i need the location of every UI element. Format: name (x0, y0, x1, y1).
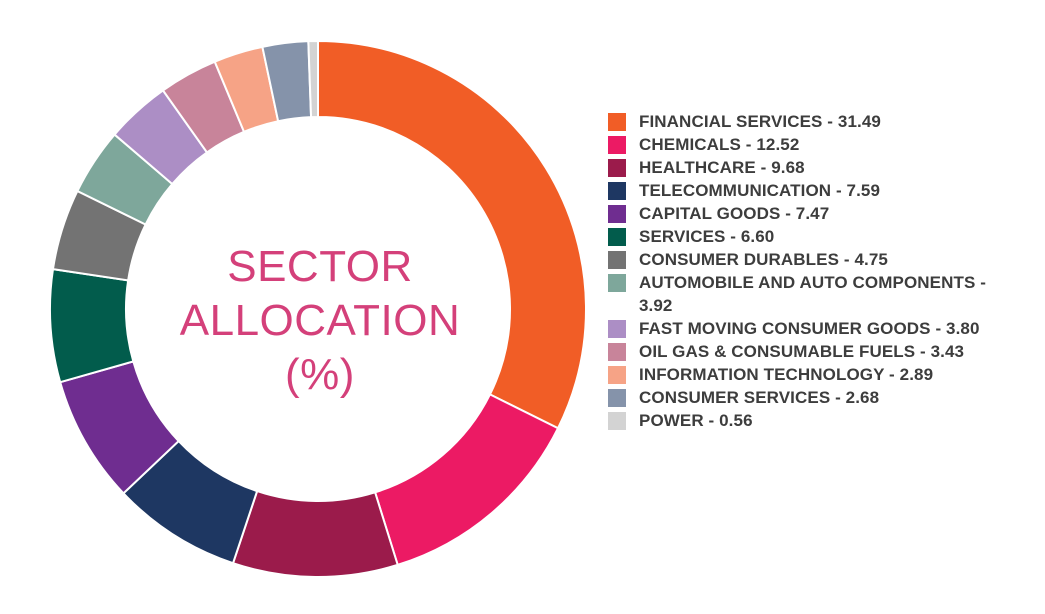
chart-title-line-2: ALLOCATION (179, 296, 461, 345)
legend-label: CAPITAL GOODS - 7.47 (639, 204, 830, 223)
legend-label: CHEMICALS - 12.52 (639, 135, 800, 154)
legend-label: AUTOMOBILE AND AUTO COMPONENTS - 3.92 (639, 273, 986, 315)
legend-item-capital-goods: CAPITAL GOODS - 7.47 (608, 202, 1028, 225)
legend-label: FAST MOVING CONSUMER GOODS - 3.80 (639, 319, 980, 338)
legend-swatch (608, 228, 626, 246)
legend-item-consumer-services: CONSUMER SERVICES - 2.68 (608, 386, 1028, 409)
legend-label: CONSUMER SERVICES - 2.68 (639, 388, 880, 407)
legend-label: POWER - 0.56 (639, 411, 753, 430)
legend-item-fast-moving-consumer-goods: FAST MOVING CONSUMER GOODS - 3.80 (608, 317, 1028, 340)
legend-item-oil-gas-consumable-fuels: OIL GAS & CONSUMABLE FUELS - 3.43 (608, 340, 1028, 363)
legend-item-consumer-durables: CONSUMER DURABLES - 4.75 (608, 248, 1028, 271)
legend-item-healthcare: HEALTHCARE - 9.68 (608, 156, 1028, 179)
legend-swatch (608, 343, 626, 361)
legend-item-chemicals: CHEMICALS - 12.52 (608, 133, 1028, 156)
legend-item-power: POWER - 0.56 (608, 409, 1028, 432)
chart-legend: FINANCIAL SERVICES - 31.49 CHEMICALS - 12… (608, 110, 1028, 432)
legend-item-financial-services: FINANCIAL SERVICES - 31.49 (608, 110, 1028, 133)
slice-chemicals (373, 393, 560, 567)
legend-item-information-technology: INFORMATION TECHNOLOGY - 2.89 (608, 363, 1028, 386)
slice-power (307, 39, 319, 119)
legend-swatch (608, 251, 626, 269)
legend-label: OIL GAS & CONSUMABLE FUELS - 3.43 (639, 342, 965, 361)
legend-swatch (608, 412, 626, 430)
slice-financial-services (317, 39, 587, 430)
legend-swatch (608, 366, 626, 384)
slice-healthcare (231, 489, 399, 578)
legend-label: TELECOMMUNICATION - 7.59 (639, 181, 881, 200)
slice-services (49, 267, 135, 384)
legend-label: HEALTHCARE - 9.68 (639, 158, 805, 177)
legend-swatch (608, 136, 626, 154)
legend-label: INFORMATION TECHNOLOGY - 2.89 (639, 365, 934, 384)
legend-item-telecommunication: TELECOMMUNICATION - 7.59 (608, 179, 1028, 202)
legend-label: SERVICES - 6.60 (639, 227, 775, 246)
legend-swatch (608, 274, 626, 292)
legend-swatch (608, 113, 626, 131)
donut-slices (49, 39, 587, 578)
legend-item-automobile-and-auto-components: AUTOMOBILE AND AUTO COMPONENTS - 3.92 (608, 271, 1028, 317)
chart-title: SECTOR ALLOCATION (%) (160, 240, 480, 402)
legend-swatch (608, 205, 626, 223)
legend-swatch (608, 389, 626, 407)
chart-title-line-1: SECTOR (227, 242, 413, 291)
legend-label: FINANCIAL SERVICES - 31.49 (639, 112, 881, 131)
legend-item-services: SERVICES - 6.60 (608, 225, 1028, 248)
legend-swatch (608, 182, 626, 200)
legend-swatch (608, 159, 626, 177)
chart-title-line-3: (%) (285, 350, 355, 399)
legend-label: CONSUMER DURABLES - 4.75 (639, 250, 888, 269)
legend-swatch (608, 320, 626, 338)
